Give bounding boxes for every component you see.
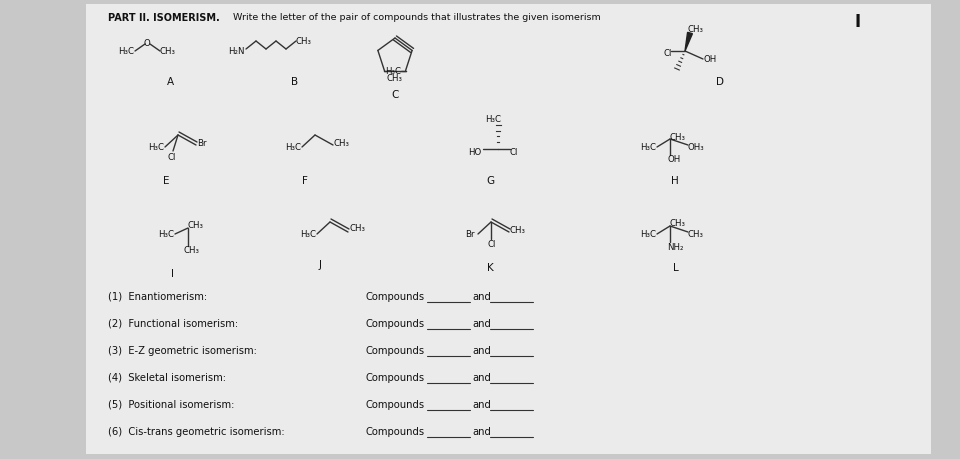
Text: I: I [855, 13, 861, 31]
Text: H₃C: H₃C [158, 230, 174, 239]
Polygon shape [685, 33, 692, 52]
Text: Br: Br [465, 230, 474, 239]
Text: G: G [486, 176, 494, 185]
Text: Compounds: Compounds [365, 426, 424, 436]
Text: PART II. ISOMERISM.: PART II. ISOMERISM. [108, 13, 220, 23]
Text: and: and [472, 399, 491, 409]
Text: Cl: Cl [168, 153, 177, 162]
Text: (6)  Cis-trans geometric isomerism:: (6) Cis-trans geometric isomerism: [108, 426, 284, 436]
Text: CH₃: CH₃ [688, 230, 704, 239]
Text: Cl: Cl [510, 148, 518, 157]
Text: O: O [144, 39, 151, 47]
Text: Br: Br [197, 139, 206, 148]
Text: K: K [487, 263, 493, 272]
Text: NH₂: NH₂ [667, 243, 684, 252]
Text: (2)  Functional isomerism:: (2) Functional isomerism: [108, 318, 238, 328]
Text: Write the letter of the pair of compounds that illustrates the given isomerism: Write the letter of the pair of compound… [230, 13, 601, 22]
Text: Cl: Cl [663, 50, 671, 58]
Text: H₃C: H₃C [640, 143, 656, 152]
Text: Compounds: Compounds [365, 372, 424, 382]
Text: H₃C: H₃C [148, 143, 164, 152]
Text: OH: OH [668, 155, 682, 164]
Text: C: C [392, 90, 398, 100]
Text: CH₃: CH₃ [509, 226, 525, 235]
Text: L: L [673, 263, 679, 272]
Text: F: F [302, 176, 308, 185]
Text: D: D [716, 77, 724, 87]
Text: H: H [671, 176, 679, 185]
Text: OH₃: OH₃ [688, 143, 705, 152]
Text: (1)  Enantiomerism:: (1) Enantiomerism: [108, 291, 207, 302]
Text: H₃C: H₃C [300, 230, 316, 239]
Text: H₃C: H₃C [386, 67, 401, 76]
Text: H₃C: H₃C [640, 230, 656, 239]
Text: H₃C: H₃C [285, 143, 301, 152]
Text: H₃C: H₃C [485, 115, 501, 124]
Text: Compounds: Compounds [365, 345, 424, 355]
Text: Compounds: Compounds [365, 399, 424, 409]
Text: and: and [472, 291, 491, 302]
Text: and: and [472, 426, 491, 436]
Text: (4)  Skeletal isomerism:: (4) Skeletal isomerism: [108, 372, 226, 382]
Text: CH₃: CH₃ [160, 47, 176, 56]
Text: J: J [319, 259, 322, 269]
Text: CH₃: CH₃ [688, 25, 704, 34]
Text: CH₃: CH₃ [333, 139, 349, 148]
Text: H₂N: H₂N [228, 47, 245, 56]
Text: B: B [292, 77, 299, 87]
Text: and: and [472, 345, 491, 355]
Text: CH₃: CH₃ [188, 221, 204, 230]
Text: H₃C: H₃C [118, 47, 134, 56]
Text: (3)  E-Z geometric isomerism:: (3) E-Z geometric isomerism: [108, 345, 257, 355]
Text: CH₃: CH₃ [387, 73, 402, 82]
Text: CH₃: CH₃ [349, 224, 365, 233]
Text: OH: OH [704, 56, 717, 64]
Text: CH₃: CH₃ [183, 246, 199, 255]
Text: and: and [472, 372, 491, 382]
Text: E: E [163, 176, 169, 185]
Text: I: I [172, 269, 175, 279]
Text: CH₃: CH₃ [670, 219, 686, 228]
Text: CH₃: CH₃ [296, 36, 312, 45]
Text: Compounds: Compounds [365, 291, 424, 302]
Text: Compounds: Compounds [365, 318, 424, 328]
Text: A: A [166, 77, 174, 87]
Text: CH₃: CH₃ [670, 133, 686, 142]
Text: (5)  Positional isomerism:: (5) Positional isomerism: [108, 399, 234, 409]
Text: HO: HO [468, 148, 481, 157]
Text: Cl: Cl [487, 240, 495, 249]
Text: and: and [472, 318, 491, 328]
